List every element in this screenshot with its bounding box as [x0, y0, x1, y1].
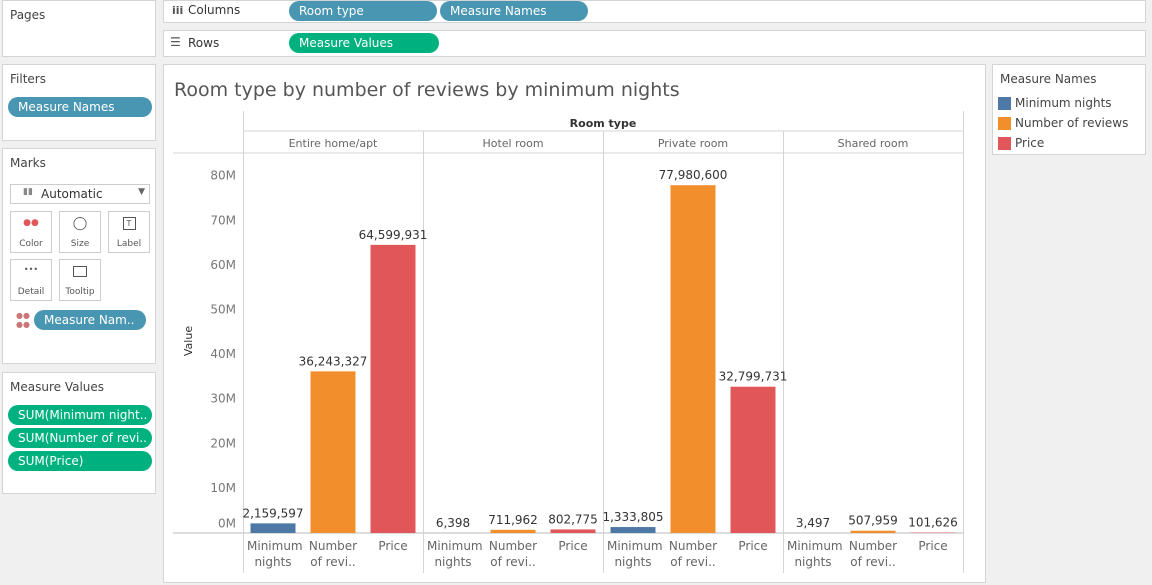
bar [730, 386, 776, 533]
bar [370, 244, 416, 533]
bar [550, 529, 596, 533]
data-label: 6,398 [436, 516, 470, 530]
data-label: 507,959 [848, 514, 898, 528]
filters-title: Filters [10, 72, 46, 86]
measure-values-title: Measure Values [10, 380, 105, 394]
pages-card: Pages [2, 0, 156, 57]
member-label: Price [558, 539, 588, 553]
facet-header: Shared room [838, 137, 909, 150]
pill[interactable]: Measure Names [440, 1, 588, 21]
columns-icon: iii [172, 4, 184, 17]
button-label: Tooltip [65, 287, 95, 297]
button-label: Label [116, 239, 142, 249]
member-label: Number of revi.. [668, 539, 718, 569]
member-label: Price [738, 539, 768, 553]
bar [610, 527, 656, 533]
rows-icon: ☰ [170, 35, 181, 49]
legend-swatch [998, 117, 1011, 130]
color-icon: ●● ●● [16, 311, 30, 329]
data-label: 2,159,597 [242, 506, 303, 520]
y-tick-label: 50M [210, 302, 236, 316]
pill[interactable]: SUM(Price) [8, 451, 152, 471]
facet-header: Entire home/apt [289, 137, 378, 150]
facet-header: Hotel room [482, 137, 543, 150]
legend-swatch [998, 137, 1011, 150]
data-label: 802,775 [548, 512, 598, 526]
legend-title: Measure Names [1000, 72, 1097, 86]
legend: Measure Names Minimum nights Number of re… [992, 64, 1146, 155]
member-label: Price [918, 539, 948, 553]
chart-panel: Room type by number of reviews by minimu… [163, 64, 986, 583]
member-label: Minimum nights [247, 539, 303, 569]
y-tick-label: 80M [210, 169, 236, 183]
data-label: 3,497 [796, 516, 830, 530]
member-label: Minimum nights [787, 539, 843, 569]
legend-label: Price [1015, 136, 1045, 150]
bar [310, 371, 356, 533]
pill[interactable]: SUM(Minimum night.. [8, 405, 152, 425]
bar [850, 530, 896, 533]
rows-shelf[interactable]: ☰ Rows Measure Values [163, 30, 1146, 57]
data-label: 101,626 [908, 516, 958, 530]
member-label: Minimum nights [427, 539, 483, 569]
member-label: Number of revi.. [848, 539, 898, 569]
y-tick-label: 0M [218, 517, 236, 531]
detail-button[interactable]: ••• Detail [10, 259, 52, 301]
bar [670, 185, 716, 533]
color-button[interactable]: ●● Color [10, 211, 52, 253]
member-label: Minimum nights [607, 539, 663, 569]
bar [490, 529, 536, 533]
pill[interactable]: Measure Values [289, 33, 439, 53]
mark-type-dropdown[interactable]: ▮▮ Automatic ▼ [10, 184, 150, 204]
y-tick-label: 30M [210, 392, 236, 406]
pages-title: Pages [10, 8, 46, 22]
chart-title: Room type by number of reviews by minimu… [174, 79, 680, 101]
y-tick-label: 20M [210, 436, 236, 450]
size-button[interactable]: ◯ Size [59, 211, 101, 253]
x-header: Room type [570, 117, 637, 130]
member-label: Number of revi.. [488, 539, 538, 569]
data-label: 1,333,805 [602, 510, 663, 524]
chart: Room type by number of reviews by minimu… [173, 79, 964, 573]
pill[interactable]: Measure Names [8, 97, 152, 117]
member-label: Price [378, 539, 408, 553]
member-label: Number of revi.. [308, 539, 358, 569]
facet-header: Private room [658, 137, 728, 150]
y-tick-label: 60M [210, 258, 236, 272]
legend-swatch [998, 97, 1011, 110]
rows-label: Rows [188, 36, 220, 50]
pill[interactable]: SUM(Number of revi.. [8, 428, 152, 448]
legend-label: Number of reviews [1015, 116, 1129, 130]
columns-shelf[interactable]: iii Columns Room type Measure Names [163, 0, 1146, 23]
columns-label: Columns [188, 3, 241, 17]
data-label: 77,980,600 [659, 168, 728, 182]
y-tick-label: 70M [210, 213, 236, 227]
marks-title: Marks [10, 156, 46, 170]
mark-type: Automatic [41, 187, 103, 201]
button-label: Size [70, 239, 90, 249]
tooltip-button[interactable]: Tooltip [59, 259, 101, 301]
filters-card: Filters Measure Names [2, 64, 156, 141]
measure-values-card: Measure Values SUM(Minimum night.. SUM(N… [2, 372, 156, 494]
y-tick-label: 40M [210, 347, 236, 361]
button-label: Detail [17, 287, 45, 297]
y-tick-label: 10M [210, 481, 236, 495]
data-label: 711,962 [488, 513, 538, 527]
legend-label: Minimum nights [1015, 96, 1112, 110]
pill[interactable]: Room type [289, 1, 437, 21]
data-label: 32,799,731 [719, 370, 788, 384]
data-label: 64,599,931 [359, 228, 428, 242]
button-label: Color [19, 239, 43, 249]
marks-card: Marks ▮▮ Automatic ▼ ●● Color ◯ Size T Labe… [2, 148, 156, 364]
label-button[interactable]: T Label [108, 211, 150, 253]
pill[interactable]: Measure Nam.. [34, 310, 146, 330]
bar [250, 523, 296, 533]
y-axis-label: Value [182, 326, 195, 356]
data-label: 36,243,327 [299, 354, 368, 368]
